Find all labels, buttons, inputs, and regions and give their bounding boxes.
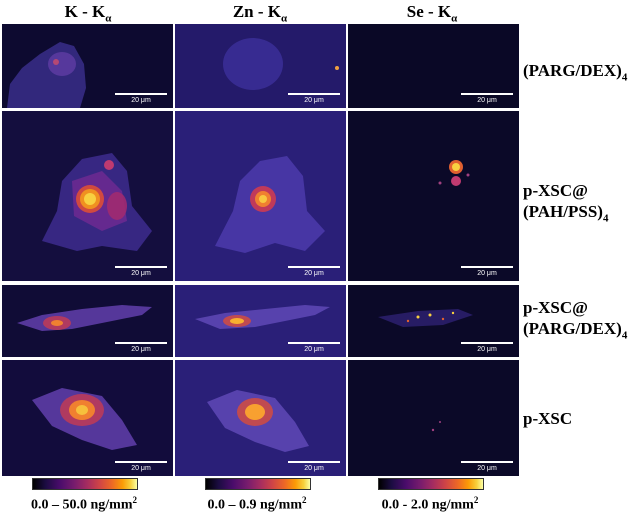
panel-se-row1: 20 μm (348, 24, 519, 108)
panel-zn-row2: 20 μm (175, 111, 346, 281)
fluorescence-map (348, 285, 519, 357)
scale-bar: 20 μm (115, 93, 167, 105)
fluorescence-map (175, 360, 346, 476)
fluorescence-map (2, 285, 173, 357)
column-element: Se (406, 2, 424, 21)
panel-k-row1: 20 μm (2, 24, 173, 108)
row-label-4: p-XSC (523, 409, 573, 428)
row-label-3: p-XSC@ (PARG/DEX)4 (523, 298, 628, 342)
scale-bar: 20 μm (461, 93, 513, 105)
colorbar-k (32, 478, 138, 490)
scale-bar: 20 μm (461, 461, 513, 473)
panel-se-row3: 20 μm (348, 285, 519, 357)
panel-k-row3: 20 μm (2, 285, 173, 357)
fluorescence-map (2, 111, 173, 281)
scale-bar: 20 μm (115, 266, 167, 278)
fluorescence-map (348, 360, 519, 476)
scale-bar: 20 μm (288, 93, 340, 105)
scale-bar: 20 μm (288, 266, 340, 278)
fluorescence-map (348, 111, 519, 281)
colorbar-se (378, 478, 484, 490)
fluorescence-map (175, 111, 346, 281)
panel-se-row4: 20 μm (348, 360, 519, 476)
colorbar-label-se: 0.0 - 2.0 ng/mm2 (381, 495, 479, 513)
column-header-zn: Zn - Kα (232, 2, 288, 25)
panel-zn-row4: 20 μm (175, 360, 346, 476)
scale-bar: 20 μm (115, 342, 167, 354)
panel-zn-row3: 20 μm (175, 285, 346, 357)
column-element: Zn (232, 2, 254, 21)
panel-zn-row1: 20 μm (175, 24, 346, 108)
row-label-2: p-XSC@ (PAH/PSS)4 (523, 181, 609, 225)
colorbar-label-k: 0.0 – 50.0 ng/mm2 (31, 495, 137, 513)
scale-bar: 20 μm (461, 342, 513, 354)
scale-bar: 20 μm (115, 461, 167, 473)
scale-bar: 20 μm (288, 461, 340, 473)
column-header-k: K - Kα (64, 2, 112, 25)
scale-bar: 20 μm (288, 342, 340, 354)
scale-bar: 20 μm (461, 266, 513, 278)
panel-k-row4: 20 μm (2, 360, 173, 476)
fluorescence-map (2, 360, 173, 476)
panel-se-row2: 20 μm (348, 111, 519, 281)
row-label-1: (PARG/DEX)4 (523, 61, 628, 84)
colorbar-label-zn: 0.0 – 0.9 ng/mm2 (207, 495, 307, 513)
colorbar-zn (205, 478, 311, 490)
column-header-se: Se - Kα (406, 2, 458, 25)
panel-k-row2: 20 μm (2, 111, 173, 281)
column-element: K (64, 2, 78, 21)
fluorescence-map (175, 285, 346, 357)
